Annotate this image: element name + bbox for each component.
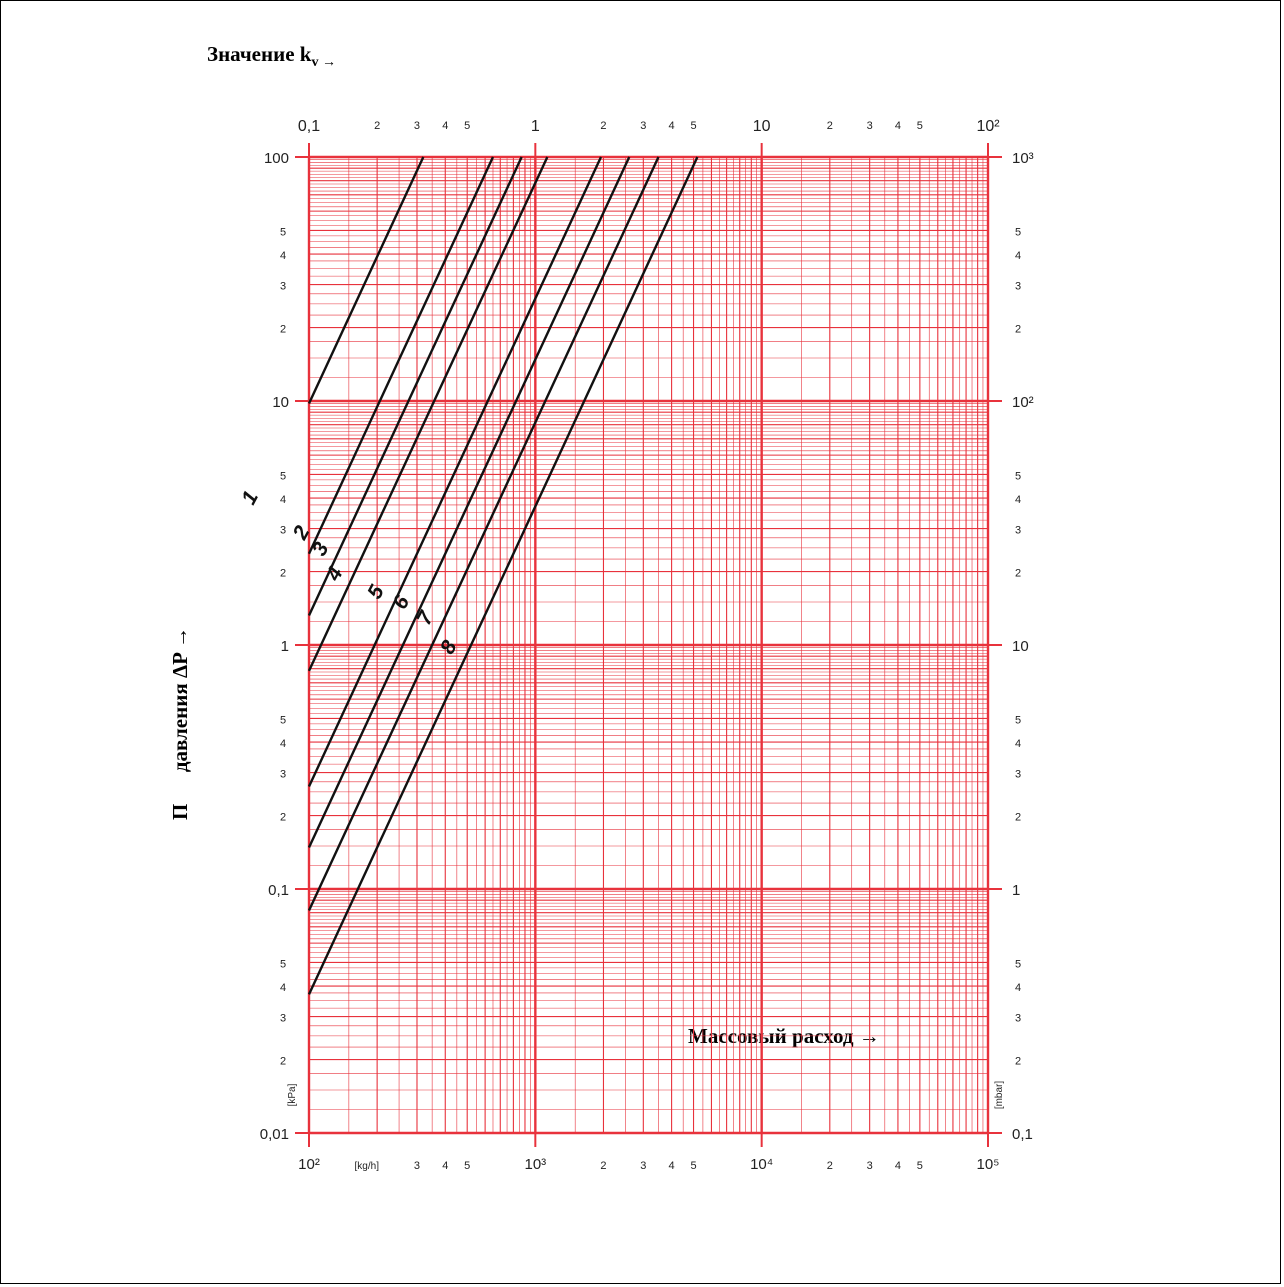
x-bottom-minor-label: 5 — [917, 1160, 923, 1172]
curve-3 — [307, 156, 523, 616]
x-top-minor-label: 3 — [414, 120, 420, 132]
x-bottom-decade-label: 10⁴ — [750, 1156, 773, 1173]
x-top-minor-label: 2 — [374, 120, 380, 132]
y-left-unit-label: [kPa] — [287, 1083, 298, 1106]
curve-label-1: 1 — [237, 487, 263, 508]
curve-5 — [307, 156, 603, 788]
y-left-minor-label: 5 — [280, 470, 286, 482]
y-left-decade-label: 10 — [272, 394, 289, 411]
y-right-unit-label: [mbar] — [994, 1081, 1005, 1110]
y-right-minor-label: 4 — [1015, 982, 1021, 994]
x-bottom-minor-label: 3 — [867, 1160, 873, 1172]
kv-title-text: Значение k — [207, 42, 312, 66]
y-right-decade-label: 10³ — [1012, 150, 1034, 167]
curve-label-7: 7 — [412, 607, 438, 629]
x-bottom-decade-label: 10⁵ — [977, 1156, 1000, 1173]
y-right-minor-label: 3 — [1015, 769, 1021, 781]
y-right-minor-label: 3 — [1015, 525, 1021, 537]
y-left-minor-label: 5 — [280, 714, 286, 726]
x-top-minor-label: 5 — [690, 120, 696, 132]
x-bottom-minor-label: 5 — [464, 1160, 470, 1172]
y-right-minor-label: 2 — [1015, 324, 1021, 336]
y-left-minor-label: 4 — [280, 494, 286, 506]
curve-label-6: 6 — [389, 592, 415, 613]
y-left-minor-label: 5 — [280, 226, 286, 238]
y-left-minor-label: 2 — [280, 324, 286, 336]
kv-title-subscript: v → — [311, 55, 336, 71]
y-left-minor-label: 4 — [280, 738, 286, 750]
x-top-minor-label: 3 — [867, 120, 873, 132]
y-right-decade-label: 10 — [1012, 638, 1029, 655]
x-bottom-minor-label: 2 — [827, 1160, 833, 1172]
curve-7 — [307, 156, 660, 912]
x-top-decade-label: 10² — [976, 118, 1000, 135]
curve-6 — [307, 156, 631, 849]
y-left-minor-label: 2 — [280, 812, 286, 824]
y-right-decade-label: 0,1 — [1012, 1126, 1033, 1143]
y-left-minor-label: 3 — [280, 525, 286, 537]
x-top-minor-label: 3 — [640, 120, 646, 132]
y-left-minor-label: 2 — [280, 1056, 286, 1068]
x-bottom-decade-label: 10³ — [524, 1156, 546, 1173]
x-top-decade-label: 0,1 — [298, 118, 320, 135]
y-left-decade-label: 100 — [264, 150, 289, 167]
y-right-minor-label: 3 — [1015, 281, 1021, 293]
y-right-minor-label: 2 — [1015, 1056, 1021, 1068]
y-left-minor-label: 4 — [280, 250, 286, 262]
y-left-minor-label: 3 — [280, 281, 286, 293]
x-top-decade-label: 10 — [753, 118, 771, 135]
x-bottom-minor-label: 3 — [414, 1160, 420, 1172]
y-left-minor-label: 2 — [280, 568, 286, 580]
y-right-decade-label: 10² — [1012, 394, 1034, 411]
curve-label-8: 8 — [436, 637, 462, 658]
y-right-minor-label: 3 — [1015, 1013, 1021, 1025]
y-right-decade-label: 1 — [1012, 882, 1020, 899]
x-bottom-minor-label: 5 — [690, 1160, 696, 1172]
y-left-decade-label: 1 — [281, 638, 289, 655]
curve-1 — [307, 156, 425, 405]
y-left-decade-label: 0,01 — [260, 1126, 289, 1143]
x-top-minor-label: 2 — [827, 120, 833, 132]
x-top-minor-label: 2 — [600, 120, 606, 132]
x-bottom-minor-label: 4 — [442, 1160, 448, 1172]
x-bottom-minor-label: 2 — [600, 1160, 606, 1172]
curve-label-3: 3 — [308, 538, 334, 559]
x-top-minor-label: 5 — [917, 120, 923, 132]
curve-label-2: 2 — [288, 522, 314, 544]
y-right-minor-label: 2 — [1015, 568, 1021, 580]
y-left-minor-label: 3 — [280, 1013, 286, 1025]
curve-8 — [307, 156, 699, 995]
x-top-minor-label: 4 — [669, 120, 675, 132]
curve-2 — [307, 156, 495, 555]
y-left-minor-label: 4 — [280, 982, 286, 994]
x-top-minor-label: 4 — [895, 120, 901, 132]
y-right-minor-label: 5 — [1015, 226, 1021, 238]
y-right-minor-label: 5 — [1015, 958, 1021, 970]
y-left-decade-label: 0,1 — [268, 882, 289, 899]
curve-label-5: 5 — [363, 581, 389, 602]
y-right-minor-label: 4 — [1015, 250, 1021, 262]
y-right-minor-label: 5 — [1015, 470, 1021, 482]
x-top-minor-label: 5 — [464, 120, 470, 132]
x-top-minor-label: 4 — [442, 120, 448, 132]
x-top-decade-label: 1 — [531, 118, 540, 135]
kv-axis-title: Значение kv → — [207, 42, 336, 71]
y-left-minor-label: 5 — [280, 958, 286, 970]
x-bottom-minor-label: 3 — [640, 1160, 646, 1172]
x-bottom-minor-label: 4 — [669, 1160, 675, 1172]
x-bottom-unit-label: [kg/h] — [355, 1161, 380, 1172]
y-right-minor-label: 2 — [1015, 812, 1021, 824]
y-left-minor-label: 3 — [280, 769, 286, 781]
x-bottom-minor-label: 4 — [895, 1160, 901, 1172]
y-right-minor-label: 4 — [1015, 494, 1021, 506]
curve-4 — [307, 156, 549, 672]
y-right-minor-label: 5 — [1015, 714, 1021, 726]
x-bottom-decade-label: 10² — [298, 1156, 320, 1173]
y-right-minor-label: 4 — [1015, 738, 1021, 750]
